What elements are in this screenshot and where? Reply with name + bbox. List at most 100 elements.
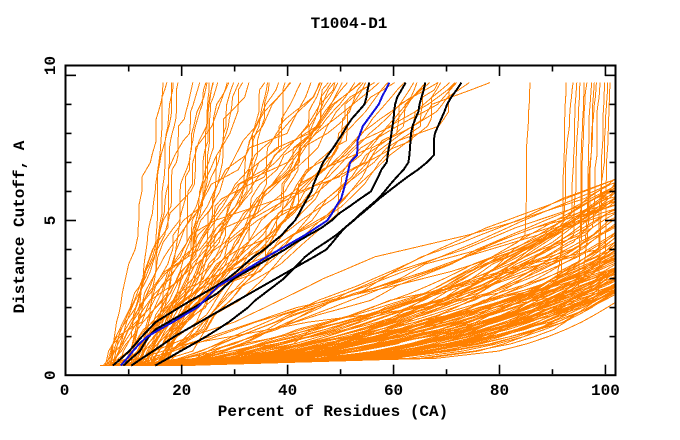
model-curve-97 bbox=[136, 276, 615, 367]
model-curve-160 bbox=[108, 211, 615, 367]
model-curve-95 bbox=[178, 289, 615, 367]
model-curve-148 bbox=[150, 217, 615, 367]
model-curve-164 bbox=[176, 182, 615, 367]
model-curve-107 bbox=[146, 267, 615, 367]
model-curve-4 bbox=[111, 82, 194, 366]
model-curve-173 bbox=[178, 187, 615, 367]
model-curve-154 bbox=[136, 208, 615, 367]
reference-curve-183 bbox=[119, 82, 391, 367]
model-curve-67 bbox=[162, 82, 588, 367]
model-curve-81 bbox=[181, 290, 615, 367]
model-curve-3 bbox=[154, 82, 268, 366]
model-curve-98 bbox=[122, 285, 615, 367]
model-curve-28 bbox=[132, 82, 380, 366]
model-curve-116 bbox=[115, 276, 615, 367]
model-curve-145 bbox=[136, 223, 615, 367]
model-curve-171 bbox=[176, 178, 615, 367]
x-tick-label-100: 100 bbox=[591, 382, 620, 400]
model-curve-167 bbox=[157, 204, 615, 367]
best-curve-182 bbox=[154, 82, 463, 367]
model-curves bbox=[100, 82, 615, 367]
model-curve-90 bbox=[130, 285, 615, 367]
model-curve-169 bbox=[114, 192, 615, 367]
model-curve-151 bbox=[127, 213, 615, 367]
plot-frame bbox=[64, 64, 617, 377]
model-curve-58 bbox=[142, 82, 451, 366]
model-curve-141 bbox=[176, 232, 615, 367]
model-curve-146 bbox=[139, 227, 615, 367]
model-curve-138 bbox=[171, 242, 615, 367]
model-curve-77 bbox=[171, 288, 615, 367]
x-tick-label-40: 40 bbox=[278, 382, 297, 400]
x-tick-label-0: 0 bbox=[60, 382, 70, 400]
x-tick-label-20: 20 bbox=[172, 382, 191, 400]
model-curve-15 bbox=[110, 82, 201, 366]
model-curve-39 bbox=[146, 82, 292, 366]
y-tick-label-5: 5 bbox=[42, 216, 60, 226]
model-curve-111 bbox=[125, 272, 615, 367]
model-curve-6 bbox=[136, 82, 270, 366]
y-tick-label-10: 10 bbox=[42, 56, 60, 75]
model-curve-149 bbox=[104, 225, 615, 367]
model-curve-100 bbox=[147, 283, 615, 367]
model-curve-61 bbox=[160, 82, 418, 366]
model-curve-21 bbox=[139, 82, 174, 366]
model-curve-87 bbox=[142, 292, 615, 367]
model-curve-106 bbox=[109, 269, 615, 367]
model-curve-177 bbox=[184, 185, 615, 367]
x-axis-label: Percent of Residues (CA) bbox=[217, 403, 449, 421]
model-curve-103 bbox=[129, 274, 615, 367]
model-curve-161 bbox=[118, 189, 615, 367]
model-curve-127 bbox=[168, 251, 615, 367]
model-curve-176 bbox=[132, 179, 615, 367]
model-curve-80 bbox=[175, 291, 615, 367]
model-curve-69 bbox=[156, 82, 597, 367]
model-curve-94 bbox=[127, 284, 615, 367]
model-curve-96 bbox=[105, 286, 615, 367]
x-tick-label-80: 80 bbox=[490, 382, 509, 400]
model-curve-91 bbox=[130, 284, 615, 367]
model-curve-53 bbox=[144, 82, 442, 367]
x-tick-label-60: 60 bbox=[384, 382, 403, 400]
model-curve-11 bbox=[108, 82, 168, 366]
model-curve-119 bbox=[165, 267, 615, 367]
model-curve-48 bbox=[139, 82, 286, 366]
model-curve-132 bbox=[116, 252, 615, 367]
model-curve-137 bbox=[164, 245, 615, 367]
model-curve-124 bbox=[119, 254, 615, 367]
model-curve-9 bbox=[110, 82, 244, 366]
model-curve-133 bbox=[168, 248, 615, 367]
model-curve-136 bbox=[180, 250, 615, 367]
model-curve-143 bbox=[125, 232, 615, 367]
model-curve-82 bbox=[123, 302, 615, 367]
model-curve-86 bbox=[184, 290, 615, 367]
model-curve-13 bbox=[104, 82, 240, 367]
model-curve-102 bbox=[185, 274, 615, 367]
model-curve-72 bbox=[163, 82, 609, 367]
model-curve-129 bbox=[177, 255, 615, 367]
model-curve-144 bbox=[162, 235, 615, 367]
model-curve-117 bbox=[115, 268, 615, 367]
axis-ticks bbox=[66, 66, 615, 375]
y-axis-label: Distance Cutoff, A bbox=[11, 140, 29, 314]
model-curve-45 bbox=[128, 82, 375, 366]
best-curve-179 bbox=[112, 82, 371, 367]
model-curve-40 bbox=[160, 82, 291, 366]
model-curve-118 bbox=[116, 268, 615, 367]
model-curve-125 bbox=[132, 250, 615, 367]
model-curve-140 bbox=[184, 237, 615, 367]
best-curve-180 bbox=[122, 82, 407, 367]
model-curve-2 bbox=[145, 82, 235, 366]
model-curve-62 bbox=[155, 82, 491, 366]
model-curve-122 bbox=[100, 258, 615, 367]
model-curve-60 bbox=[151, 82, 427, 366]
model-curve-142 bbox=[185, 244, 615, 367]
model-curve-174 bbox=[119, 182, 615, 367]
model-curve-166 bbox=[180, 197, 615, 367]
model-curve-16 bbox=[112, 82, 230, 366]
model-curve-178 bbox=[159, 179, 615, 367]
model-curve-134 bbox=[120, 247, 615, 367]
y-tick-label-0: 0 bbox=[42, 370, 60, 380]
